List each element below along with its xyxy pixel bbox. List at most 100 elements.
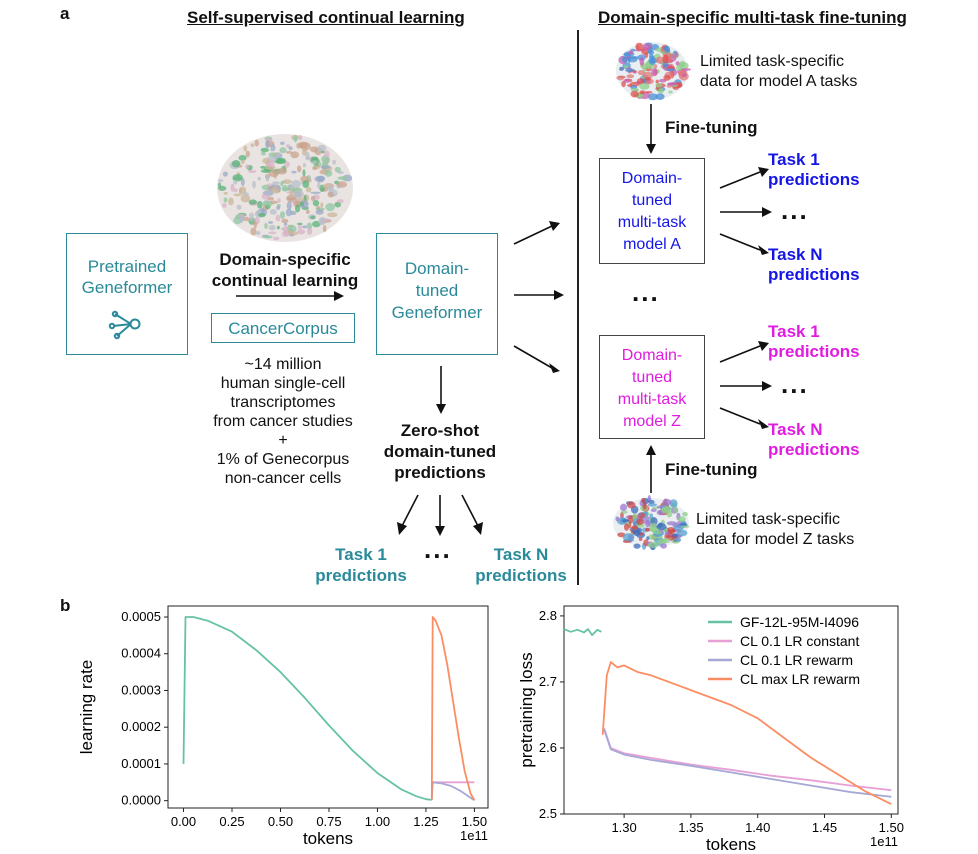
zero-shot-line2: domain-tuned xyxy=(383,442,497,461)
right-heading: Domain-specific multi-task fine-tuning xyxy=(598,8,907,27)
dots-z: ... xyxy=(781,369,809,399)
cell-dot xyxy=(648,93,658,101)
cell-dot xyxy=(300,201,305,207)
cell-dot xyxy=(624,68,636,73)
cell-dot xyxy=(286,201,292,210)
x-tick-label: 0.75 xyxy=(316,814,341,829)
series-line-1 xyxy=(603,727,892,792)
cell-dot xyxy=(262,201,273,207)
cell-dot xyxy=(288,146,293,151)
cell-dot xyxy=(242,192,249,196)
data-a-line2: data for model A tasks xyxy=(700,73,858,90)
cell-dot xyxy=(631,525,639,531)
cell-dot xyxy=(655,83,663,88)
cell-dot xyxy=(642,43,652,51)
cell-dot xyxy=(650,508,657,512)
cell-dot xyxy=(682,511,688,517)
cell-dot xyxy=(615,516,620,522)
cell-dot xyxy=(263,235,273,239)
cell-dot xyxy=(280,182,284,186)
y-tick-label: 2.6 xyxy=(539,740,557,755)
cell-dot xyxy=(300,142,311,151)
cell-dot xyxy=(639,82,650,90)
cell-dot xyxy=(681,73,687,78)
y-tick-label: 2.8 xyxy=(539,608,557,623)
cell-dot xyxy=(644,51,649,58)
cell-dot xyxy=(250,143,255,148)
cell-dot xyxy=(285,232,290,237)
x-axis-label: tokens xyxy=(303,829,353,848)
cell-dot xyxy=(245,150,250,158)
data-z-line1: Limited task-specific xyxy=(696,511,841,528)
cell-dot xyxy=(320,150,325,154)
x-tick-label: 1.50 xyxy=(879,820,904,835)
cell-dot xyxy=(276,187,280,193)
model-z-line2: tuned xyxy=(631,369,673,386)
data-a-line1: Limited task-specific xyxy=(700,53,845,70)
cell-dot xyxy=(310,215,316,220)
cell-dot xyxy=(662,537,671,544)
cell-dot xyxy=(302,162,307,168)
cell-dot xyxy=(310,195,316,202)
corpus-desc-line5: + xyxy=(278,432,288,449)
pretrained-geneformer-box: Pretrained Geneformer xyxy=(66,233,188,355)
cell-dot xyxy=(619,66,624,72)
taskn-z-line2: predictions xyxy=(768,440,860,459)
corpus-desc-line2: human single-cell xyxy=(220,375,346,392)
taskn-z-line1: Task N xyxy=(768,420,823,439)
cell-dot xyxy=(312,199,320,207)
task1-z-line1: Task 1 xyxy=(768,322,820,341)
cell-dot xyxy=(666,527,676,534)
y-tick-label: 2.7 xyxy=(539,674,557,689)
cell-dot xyxy=(230,183,235,192)
cell-dot xyxy=(656,523,667,531)
cell-dot xyxy=(630,90,639,98)
cell-dot xyxy=(252,180,256,189)
cell-dot xyxy=(638,537,643,542)
cell-dot xyxy=(313,159,317,168)
model-z-box: Domain- tuned multi-task model Z xyxy=(599,335,705,439)
cell-dot xyxy=(662,54,669,64)
cell-dot xyxy=(305,209,310,214)
cancer-corpus-label: CancerCorpus xyxy=(228,319,338,338)
cell-dot xyxy=(639,57,645,66)
cell-dot xyxy=(310,161,317,164)
cell-dot xyxy=(669,499,678,508)
cell-dot xyxy=(282,225,288,235)
cell-dot xyxy=(322,224,327,233)
cell-dot xyxy=(653,531,663,535)
cell-dot xyxy=(240,159,245,165)
umap-cluster-z-icon xyxy=(613,495,690,551)
arrow-fine-tune-a xyxy=(646,104,656,154)
corpus-desc-line4: from cancer studies xyxy=(213,413,353,430)
cell-dot xyxy=(648,541,659,549)
cell-dot xyxy=(646,536,650,541)
cell-dot xyxy=(672,533,679,538)
cell-dot xyxy=(332,159,336,165)
arrows-zero-shot-tasks xyxy=(397,494,483,536)
y-tick-label: 0.0005 xyxy=(121,609,161,624)
x-tick-label: 1.25 xyxy=(413,814,438,829)
cell-dot xyxy=(316,144,327,152)
cell-dot xyxy=(281,218,289,224)
cell-dot xyxy=(236,204,242,210)
cell-dot xyxy=(661,507,673,513)
cell-dot xyxy=(302,169,306,177)
cell-dot xyxy=(642,67,647,73)
cell-dot xyxy=(628,79,633,83)
cell-dot xyxy=(233,188,238,193)
cell-dot xyxy=(277,167,287,175)
cell-dot xyxy=(284,160,290,168)
series-line-0 xyxy=(182,616,432,801)
cell-dot xyxy=(630,87,639,92)
y-tick-label: 0.0002 xyxy=(121,719,161,734)
arrows-to-models xyxy=(513,221,564,373)
cell-dot xyxy=(628,50,634,55)
left-heading: Self-supervised continual learning xyxy=(187,8,465,27)
cell-dot xyxy=(293,190,304,199)
cell-dot xyxy=(285,208,293,217)
cell-dot xyxy=(317,181,321,189)
cell-dot xyxy=(626,74,635,79)
fine-tuning-label-z: Fine-tuning xyxy=(665,460,758,479)
bottom-task1-line2: predictions xyxy=(315,566,407,585)
